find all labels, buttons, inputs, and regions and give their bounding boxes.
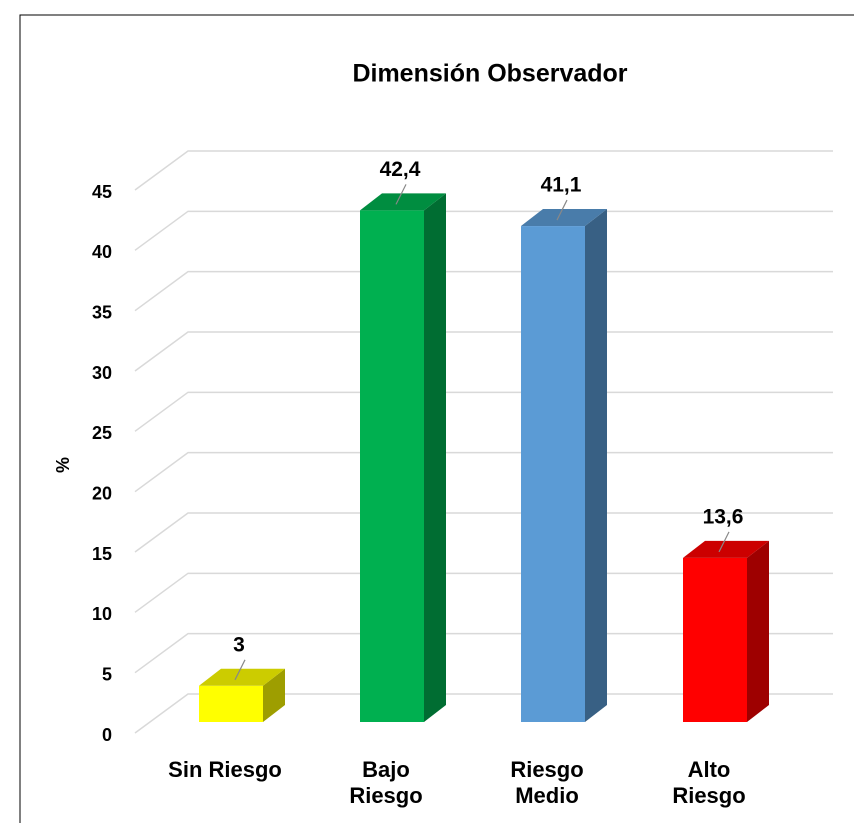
leader-line bbox=[234, 659, 246, 681]
value-label: 3 bbox=[233, 633, 245, 656]
y-tick-label: 5 bbox=[102, 664, 112, 684]
y-tick-label: 0 bbox=[102, 725, 112, 745]
x-tick-label: Sin Riesgo bbox=[168, 757, 282, 782]
value-label: 13,6 bbox=[703, 505, 744, 528]
x-tick-label: Alto Riesgo bbox=[672, 757, 746, 808]
bar-side bbox=[585, 209, 607, 722]
leader-line bbox=[395, 184, 407, 205]
grid-line bbox=[134, 331, 833, 372]
x-tick-label: Bajo Riesgo bbox=[349, 757, 423, 808]
bar bbox=[199, 685, 263, 722]
bar bbox=[521, 226, 585, 722]
grid-line bbox=[134, 270, 833, 312]
y-tick-label: 30 bbox=[92, 363, 112, 383]
bar-top bbox=[199, 668, 285, 686]
x-tick-label: Riesgo Medio bbox=[510, 757, 584, 808]
bar-top bbox=[360, 193, 446, 211]
y-tick-label: 45 bbox=[92, 182, 112, 202]
bar-side bbox=[747, 540, 769, 722]
bar-top bbox=[521, 209, 607, 227]
chart-title: Dimensión Observador bbox=[352, 60, 627, 88]
bar bbox=[360, 210, 424, 722]
grid-line bbox=[134, 632, 833, 674]
grid-line bbox=[134, 512, 833, 553]
bar-top bbox=[683, 540, 769, 558]
grid-line bbox=[134, 451, 833, 493]
grid-line bbox=[134, 150, 833, 191]
y-tick-label: 35 bbox=[92, 302, 112, 322]
bar-side bbox=[424, 193, 446, 722]
bar bbox=[683, 557, 747, 722]
value-label: 41,1 bbox=[541, 174, 582, 197]
value-label: 42,4 bbox=[380, 158, 421, 181]
grid-line bbox=[134, 572, 833, 613]
y-tick-label: 25 bbox=[92, 423, 112, 443]
grid-line bbox=[134, 210, 833, 251]
bar-side bbox=[263, 668, 285, 722]
y-tick-label: 15 bbox=[92, 544, 112, 564]
y-tick-label: 20 bbox=[92, 483, 112, 503]
leader-line bbox=[718, 531, 730, 553]
leader-line bbox=[556, 199, 568, 221]
y-tick-label: 10 bbox=[92, 604, 112, 624]
grid-line bbox=[134, 693, 833, 734]
y-tick-label: 40 bbox=[92, 242, 112, 262]
y-axis-label: % bbox=[53, 457, 73, 473]
grid-line bbox=[134, 391, 833, 432]
